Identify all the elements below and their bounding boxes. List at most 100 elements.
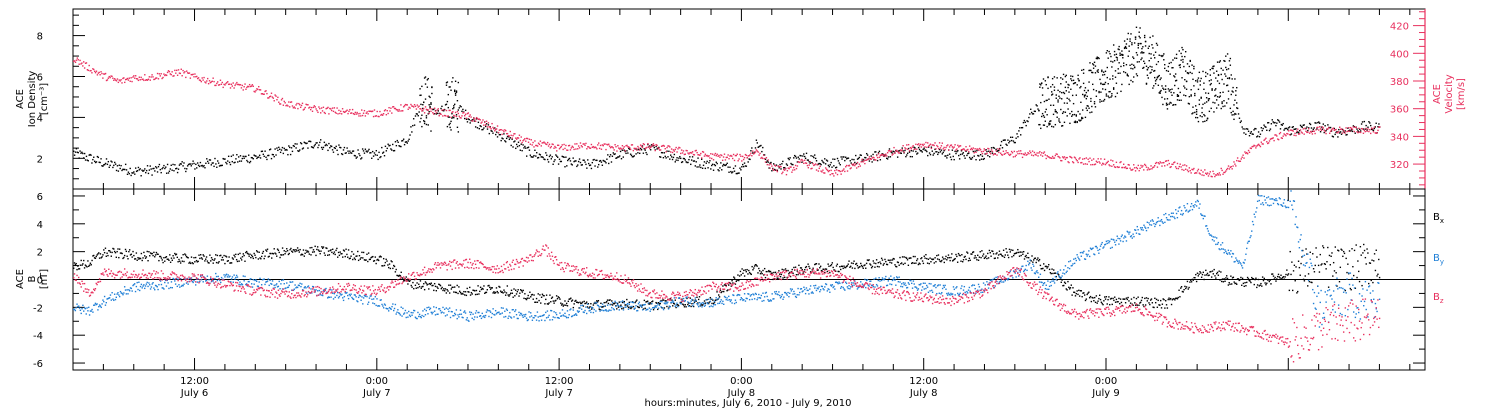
bx-point [783, 269, 785, 271]
density-point [450, 89, 452, 91]
density-point [260, 150, 263, 153]
velocity-point [1029, 150, 1031, 152]
bx-point [959, 254, 961, 257]
bx-point [746, 268, 748, 271]
bx-point [830, 263, 833, 266]
density-point [649, 149, 652, 151]
bx-point [916, 258, 919, 260]
density-point [1056, 116, 1058, 118]
velocity-point [752, 150, 754, 152]
density-point [1104, 70, 1107, 73]
bx-point [501, 291, 504, 293]
density-point [88, 154, 90, 156]
density-point [619, 150, 622, 153]
density-point [780, 168, 782, 170]
density-point [951, 149, 954, 151]
velocity-point [518, 134, 521, 136]
density-point [392, 150, 395, 152]
bx-point [1086, 293, 1088, 296]
density-point [942, 151, 944, 154]
velocity-point [1296, 130, 1298, 132]
density-point [382, 151, 385, 153]
density-point [200, 165, 203, 167]
density-point [1045, 108, 1047, 111]
velocity-point [344, 111, 347, 113]
density-point [1123, 64, 1125, 67]
bx-point [641, 304, 644, 306]
density-point [1300, 125, 1303, 128]
velocity-point [1183, 169, 1185, 171]
bx-point [844, 266, 846, 269]
density-point [453, 90, 456, 93]
density-point [1153, 54, 1155, 56]
density-point [1334, 133, 1336, 136]
velocity-point [1065, 156, 1067, 159]
bx-point [344, 255, 346, 258]
bx-point [1095, 295, 1098, 297]
velocity-point [740, 155, 742, 158]
velocity-point [801, 158, 803, 161]
density-point [1178, 99, 1181, 102]
bx-point [1103, 300, 1105, 302]
velocity-point [1195, 172, 1197, 174]
density-point [812, 155, 814, 158]
velocity-point [1205, 172, 1207, 175]
velocity-point [150, 76, 152, 78]
density-point [659, 156, 662, 158]
density-point [452, 116, 454, 118]
density-point [498, 134, 501, 136]
density-point [983, 157, 985, 160]
density-point [368, 148, 370, 151]
density-point [1235, 113, 1237, 115]
bx-point [366, 253, 368, 255]
density-point [964, 157, 966, 159]
density-point [524, 145, 526, 148]
density-point [582, 159, 584, 161]
bx-point [229, 262, 231, 264]
velocity-point [1327, 128, 1329, 130]
velocity-point [1104, 163, 1107, 166]
bx-point [205, 258, 207, 260]
bx-point [752, 269, 754, 271]
density-point [530, 156, 532, 158]
bx-point [115, 256, 118, 259]
velocity-point [1283, 133, 1285, 135]
velocity-point [525, 140, 527, 142]
density-point [890, 151, 892, 153]
density-point [366, 151, 368, 153]
density-point [1020, 134, 1022, 136]
velocity-point [238, 84, 241, 86]
density-point [546, 158, 549, 161]
density-point [1220, 67, 1222, 70]
density-point [1027, 120, 1029, 123]
density-point [1218, 82, 1221, 85]
bx-point [155, 251, 158, 254]
velocity-point [1230, 165, 1232, 168]
density-point [538, 153, 541, 155]
density-point [1098, 57, 1100, 60]
velocity-point [447, 115, 450, 117]
velocity-point [907, 143, 910, 146]
density-point [1356, 128, 1358, 130]
bx-point [1183, 288, 1185, 291]
velocity-point [693, 154, 696, 156]
bx-point [841, 265, 844, 268]
bx-point [915, 262, 917, 264]
bx-point [921, 257, 923, 259]
density-point [1160, 77, 1162, 79]
density-point [797, 156, 800, 158]
density-point [680, 161, 683, 164]
velocity-point [209, 81, 212, 84]
bx-point [660, 299, 662, 302]
bx-point [1200, 272, 1202, 274]
density-point [1109, 90, 1111, 93]
velocity-point [1032, 154, 1035, 157]
bx-point [1019, 251, 1022, 253]
bx-point [786, 276, 788, 279]
density-point [1359, 128, 1361, 131]
bx-point [875, 259, 878, 261]
density-point [1170, 61, 1172, 64]
velocity-point [773, 169, 775, 172]
density-point [141, 169, 143, 171]
density-point [1069, 122, 1071, 125]
